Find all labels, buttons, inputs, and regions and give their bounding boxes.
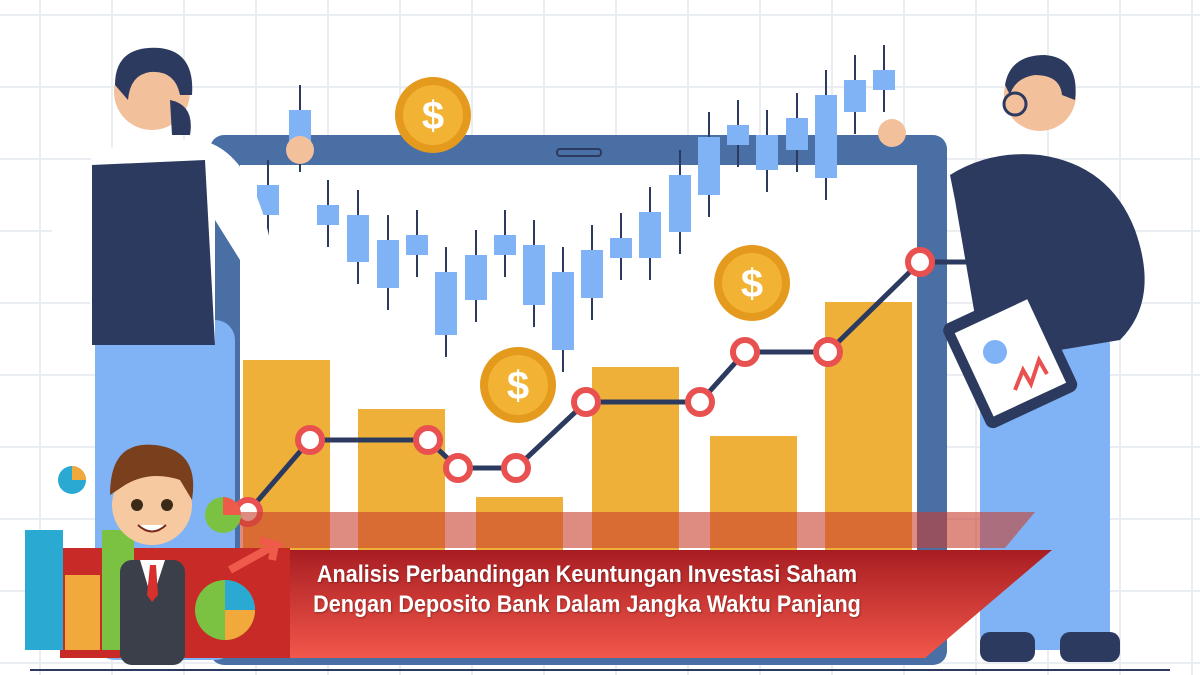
coin-group: $ $ $: [395, 77, 790, 423]
candle-body: [698, 137, 720, 195]
banner-title-line-1: Analisis Perbandingan Keuntungan Investa…: [316, 561, 858, 588]
coin-face: [488, 355, 548, 415]
candle-body: [494, 235, 516, 255]
dollar-sign: $: [741, 262, 763, 306]
candle-body: [873, 70, 895, 90]
monitor-camera: [556, 148, 602, 157]
line-marker: [443, 453, 473, 483]
candle-body: [406, 235, 428, 255]
banner-title-line-2: Dengan Deposito Bank Dalam Jangka Waktu …: [313, 591, 861, 618]
candle-body: [435, 272, 457, 335]
banner-title: Analisis Perbandingan Keuntungan Investa…: [290, 560, 884, 620]
candlestick-group: [257, 45, 895, 372]
coin-face: [722, 253, 782, 313]
title-banner: [278, 550, 1052, 658]
candle-body: [669, 175, 691, 232]
bar-chart-icon: [25, 466, 285, 650]
candle-body: [756, 135, 778, 170]
candle-body: [465, 255, 487, 300]
line-marker: [813, 337, 843, 367]
banner-overlay-strip: [240, 512, 1035, 548]
candle-body: [347, 215, 369, 262]
line-marker: [730, 337, 760, 367]
line-marker: [571, 387, 601, 417]
candle-body: [377, 240, 399, 288]
line-marker: [413, 425, 443, 455]
candle-body: [727, 125, 749, 145]
line-marker: [685, 387, 715, 417]
candle-body: [552, 272, 574, 350]
dollar-sign: $: [507, 364, 529, 408]
candle-body: [610, 238, 632, 258]
right-man-figure: [878, 55, 1145, 662]
candle-body: [581, 250, 603, 298]
candle-body: [523, 245, 545, 305]
monitor-screen: [240, 165, 917, 565]
coin-face: [403, 85, 463, 145]
candle-body: [786, 118, 808, 150]
candle-body: [815, 95, 837, 178]
dollar-sign: $: [422, 94, 444, 138]
line-marker: [501, 453, 531, 483]
candle-body: [317, 205, 339, 225]
line-marker: [295, 425, 325, 455]
line-marker: [905, 247, 935, 277]
candle-body: [844, 80, 866, 112]
candle-body: [257, 185, 279, 215]
cartoon-businessman: [110, 444, 194, 665]
candle-body: [639, 212, 661, 258]
